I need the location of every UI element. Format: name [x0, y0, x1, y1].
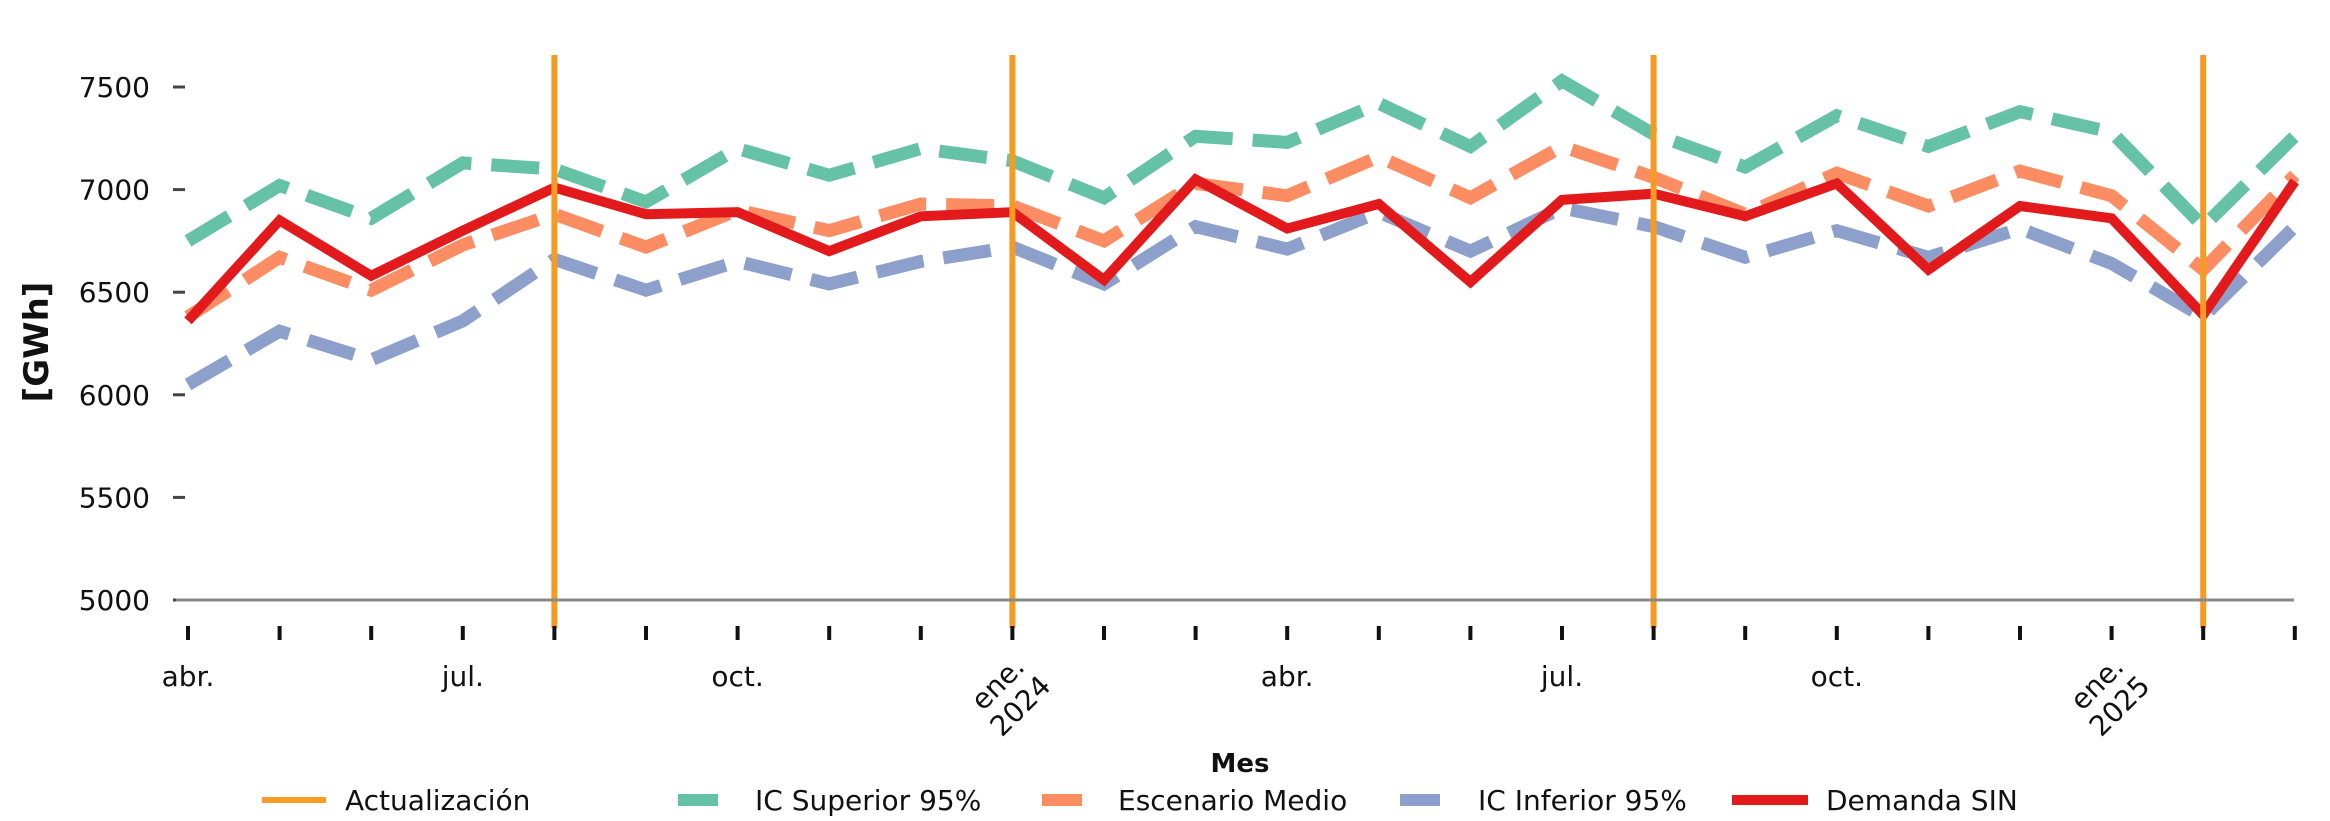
legend-label: IC Superior 95% — [755, 784, 981, 817]
legend-item: Demanda SIN — [1732, 784, 2018, 817]
x-tick-label: jul. — [441, 660, 484, 693]
legend-label: Escenario Medio — [1118, 784, 1347, 817]
legend-item: IC Inferior 95% — [1400, 784, 1687, 817]
x-tick-label: oct. — [1811, 660, 1863, 693]
legend-label: IC Inferior 95% — [1478, 784, 1687, 817]
x-tick-label: oct. — [711, 660, 763, 693]
x-tick-label: jul. — [1540, 660, 1583, 693]
y-axis-label: [GWh] — [17, 282, 57, 403]
series-line-ic-inferior-95 — [184, 201, 2300, 391]
y-tick-label: 5000 — [79, 584, 150, 617]
x-axis-label: Mes — [1211, 749, 1270, 779]
legend-label: Actualización — [345, 784, 530, 817]
series-line-escenario-medio — [184, 139, 2300, 323]
legend-item: Actualización — [262, 784, 530, 817]
legend-label: Demanda SIN — [1826, 784, 2018, 817]
series-line-ic-superior-95 — [184, 73, 2300, 247]
plot-area — [184, 55, 2300, 628]
series-line-demanda-sin — [184, 173, 2299, 325]
legend-item: IC Superior 95% — [678, 784, 981, 817]
legend: Actualización IC Superior 95% Escenario Me… — [262, 784, 2018, 817]
y-tick-label: 6000 — [79, 379, 150, 412]
y-tick-label: 7500 — [79, 71, 150, 104]
x-tick-label: abr. — [1261, 660, 1314, 693]
legend-item: Escenario Medio — [1042, 784, 1347, 817]
y-tick-label: 7000 — [79, 174, 150, 207]
y-tick-label: 6500 — [79, 276, 150, 309]
y-tick-label: 5500 — [79, 481, 150, 514]
x-tick-label: abr. — [162, 660, 215, 693]
